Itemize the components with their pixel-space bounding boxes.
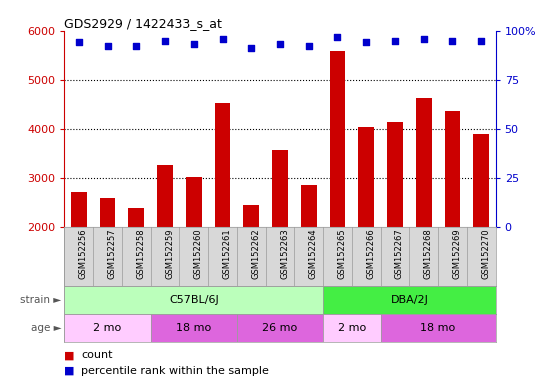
- Point: [132, 43, 141, 50]
- Point: [218, 35, 227, 41]
- Text: strain ►: strain ►: [20, 295, 62, 305]
- Bar: [272, 151, 288, 227]
- Text: GSM152256: GSM152256: [79, 229, 88, 279]
- Bar: [301, 185, 316, 227]
- Bar: [416, 98, 432, 227]
- Text: GDS2929 / 1422433_s_at: GDS2929 / 1422433_s_at: [64, 17, 222, 30]
- Text: 18 mo: 18 mo: [421, 323, 456, 333]
- Bar: [214, 103, 230, 227]
- Text: ■: ■: [64, 350, 75, 360]
- Text: GSM152269: GSM152269: [452, 229, 461, 279]
- Point: [390, 38, 399, 44]
- Bar: [330, 51, 346, 227]
- Bar: [473, 134, 489, 227]
- Text: percentile rank within the sample: percentile rank within the sample: [81, 366, 269, 376]
- Text: GSM152260: GSM152260: [194, 229, 203, 279]
- Text: GSM152257: GSM152257: [108, 229, 116, 279]
- Bar: [128, 208, 144, 227]
- Bar: [100, 197, 115, 227]
- Text: GSM152262: GSM152262: [251, 229, 260, 279]
- Bar: [64, 286, 323, 314]
- Point: [448, 38, 457, 44]
- Bar: [157, 165, 173, 227]
- Text: 2 mo: 2 mo: [338, 323, 366, 333]
- Text: GSM152261: GSM152261: [222, 229, 231, 279]
- Point: [74, 40, 83, 46]
- Text: age ►: age ►: [31, 323, 62, 333]
- Point: [276, 41, 284, 48]
- Point: [161, 38, 170, 44]
- Bar: [244, 205, 259, 227]
- Text: 2 mo: 2 mo: [94, 323, 122, 333]
- Bar: [71, 192, 87, 227]
- Text: GSM152263: GSM152263: [280, 229, 289, 280]
- Point: [477, 38, 486, 44]
- Bar: [358, 127, 374, 227]
- Text: GSM152270: GSM152270: [481, 229, 490, 279]
- Point: [189, 41, 198, 48]
- Text: count: count: [81, 350, 113, 360]
- Point: [362, 40, 371, 46]
- Bar: [381, 314, 496, 342]
- Text: GSM152265: GSM152265: [338, 229, 347, 279]
- Text: GSM152268: GSM152268: [424, 229, 433, 280]
- Bar: [237, 314, 323, 342]
- Bar: [387, 122, 403, 227]
- Bar: [151, 314, 237, 342]
- Text: 26 mo: 26 mo: [263, 323, 297, 333]
- Bar: [323, 314, 381, 342]
- Point: [247, 45, 256, 51]
- Point: [419, 35, 428, 41]
- Text: GSM152258: GSM152258: [136, 229, 145, 279]
- Text: GSM152264: GSM152264: [309, 229, 318, 279]
- Text: 18 mo: 18 mo: [176, 323, 211, 333]
- Bar: [323, 286, 496, 314]
- Bar: [186, 177, 202, 227]
- Bar: [64, 314, 151, 342]
- Text: GSM152267: GSM152267: [395, 229, 404, 280]
- Text: GSM152259: GSM152259: [165, 229, 174, 279]
- Text: DBA/2J: DBA/2J: [390, 295, 428, 305]
- Text: ■: ■: [64, 366, 75, 376]
- Text: C57BL/6J: C57BL/6J: [169, 295, 218, 305]
- Point: [304, 43, 313, 50]
- Text: GSM152266: GSM152266: [366, 229, 375, 280]
- Point: [333, 33, 342, 40]
- Point: [103, 43, 112, 50]
- Bar: [445, 111, 460, 227]
